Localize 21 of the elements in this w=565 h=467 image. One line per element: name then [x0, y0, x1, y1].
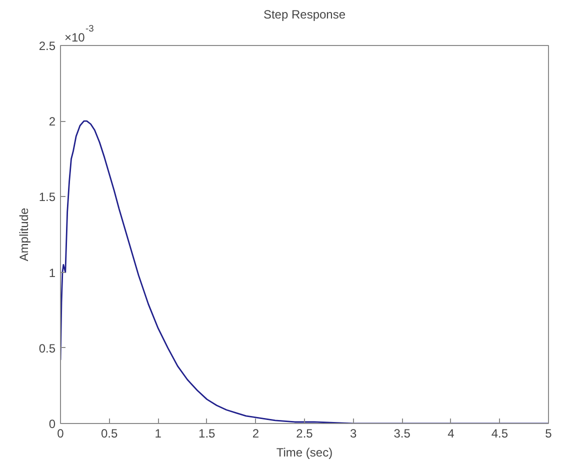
x-tick-label: 2.5 — [296, 426, 314, 440]
x-tick-label: 3.5 — [394, 426, 411, 440]
x-tick-label: 5 — [545, 426, 552, 440]
y-tick-label: 2.5 — [38, 39, 56, 53]
x-tick-label: 0.5 — [100, 426, 118, 440]
x-tick-label: 4.5 — [491, 426, 508, 440]
x-tick-label: 1 — [154, 426, 162, 440]
x-tick-label: 1.5 — [198, 426, 216, 440]
y-tick-label: 0.5 — [38, 341, 56, 356]
x-tick-label: 4 — [448, 426, 455, 440]
y-axis-title: Amplitude — [16, 207, 31, 262]
y-tick-label: 1.5 — [38, 190, 56, 204]
text: ×10-3 — [64, 24, 94, 44]
chart-title: Step Response — [263, 8, 346, 22]
y-tick-label: 1 — [48, 266, 56, 280]
y-tick-label: 0 — [48, 417, 56, 431]
x-tick-label: 3 — [350, 426, 357, 440]
y-tick-label: 2 — [48, 114, 56, 129]
x-tick-label: 2 — [252, 426, 260, 440]
x-axis-title: Time (sec) — [276, 446, 333, 460]
x-tick-label: 0 — [57, 426, 64, 440]
